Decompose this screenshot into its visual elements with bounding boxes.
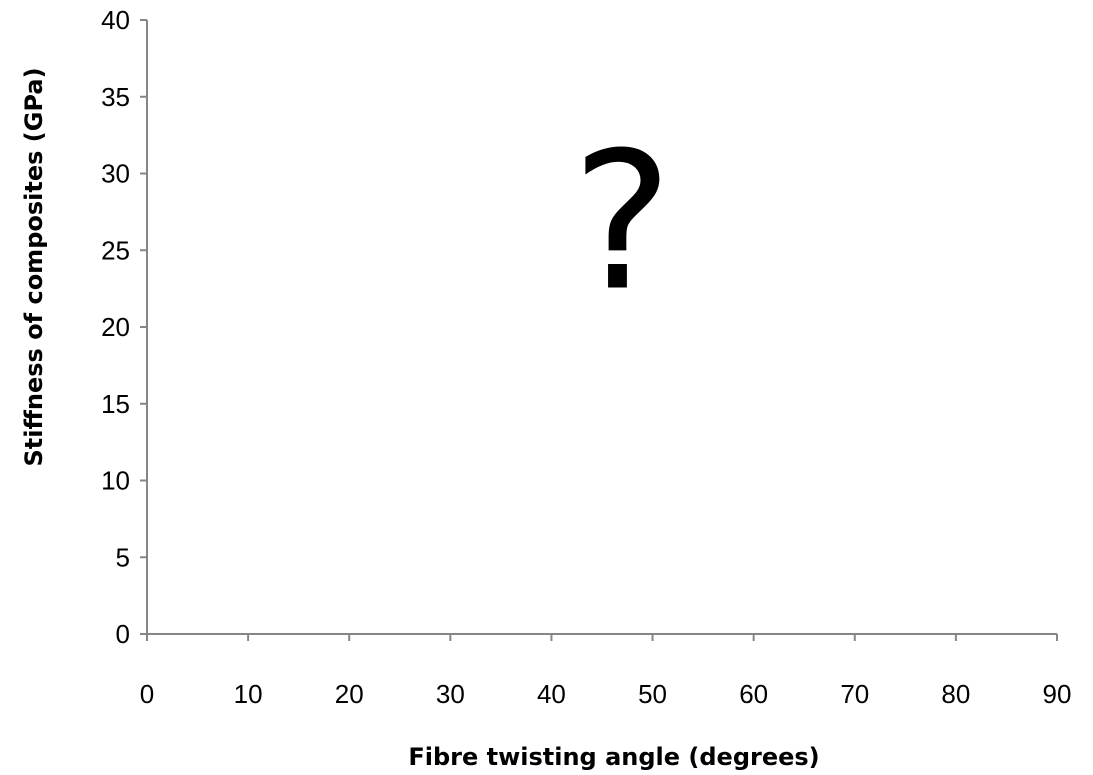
y-tick-label: 35 (101, 82, 130, 112)
x-tick-label: 50 (638, 679, 667, 709)
y-tick-label: 40 (101, 5, 130, 35)
y-axis-title: Stiffness of composites (GPa) (20, 67, 48, 466)
y-tick-label: 0 (116, 619, 130, 649)
y-axis: 0 5 10 15 20 25 30 35 40 (101, 5, 148, 649)
annotations: ? (572, 112, 673, 333)
x-ticks: 0 10 20 30 40 50 60 70 80 90 (140, 634, 1072, 709)
x-tick-label: 60 (739, 679, 768, 709)
y-tick-label: 20 (101, 312, 130, 342)
y-tick-label: 15 (101, 389, 130, 419)
x-tick-label: 40 (537, 679, 566, 709)
x-tick-label: 30 (436, 679, 465, 709)
y-tick-label: 5 (116, 542, 130, 572)
x-tick-label: 10 (234, 679, 263, 709)
y-tick-label: 10 (101, 466, 130, 496)
x-axis-title: Fibre twisting angle (degrees) (408, 743, 819, 771)
question-mark-annotation: ? (572, 112, 673, 333)
y-ticks: 0 5 10 15 20 25 30 35 40 (101, 5, 147, 649)
x-tick-label: 80 (941, 679, 970, 709)
y-tick-label: 30 (101, 159, 130, 189)
x-tick-label: 20 (335, 679, 364, 709)
x-tick-label: 70 (840, 679, 869, 709)
y-tick-label: 25 (101, 235, 130, 265)
x-axis: 0 10 20 30 40 50 60 70 80 90 (140, 633, 1072, 709)
x-tick-label: 90 (1043, 679, 1072, 709)
x-tick-label: 0 (140, 679, 154, 709)
